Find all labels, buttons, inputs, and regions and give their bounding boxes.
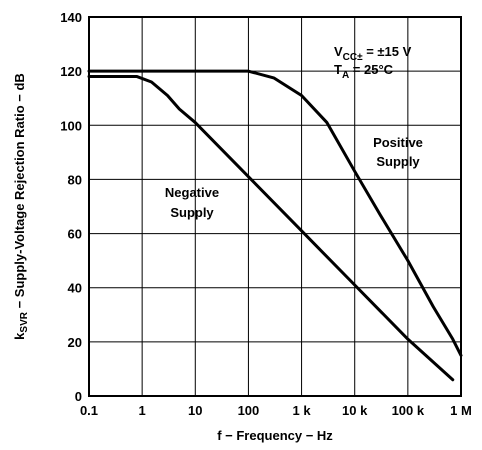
annotation-vcc-value: = ±15 V xyxy=(363,44,412,59)
annotation-ta-value: = 25°C xyxy=(349,62,393,77)
grid xyxy=(88,16,462,397)
series-line-negative-supply xyxy=(87,75,455,382)
y-axis-title-subscript: SVR xyxy=(19,311,30,332)
annotation-ta-main: T xyxy=(334,62,342,77)
y-tick-label: 140 xyxy=(60,10,82,25)
x-tick-labels: 0.1 1 10 100 1 k 10 k 100 k 1 M xyxy=(80,403,472,418)
y-tick-label: 120 xyxy=(60,64,82,79)
annotation-ta-sub: A xyxy=(342,70,349,81)
x-tick-label: 10 xyxy=(188,403,202,418)
y-axis-title-prefix: k xyxy=(12,332,27,340)
y-tick-label: 100 xyxy=(60,118,82,133)
y-tick-label: 60 xyxy=(68,227,82,242)
x-tick-label: 1 k xyxy=(293,403,312,418)
x-tick-label: 10 k xyxy=(342,403,368,418)
x-tick-label: 0.1 xyxy=(80,403,98,418)
label-negative-line1: Negative xyxy=(165,185,219,200)
annotation-ta: TA = 25°C xyxy=(334,62,394,81)
y-axis-title: kSVR − Supply-Voltage Rejection Ratio − … xyxy=(12,73,30,340)
x-tick-label: 100 k xyxy=(392,403,425,418)
x-tick-label: 100 xyxy=(238,403,260,418)
y-tick-label: 0 xyxy=(75,389,82,404)
x-tick-label: 1 M xyxy=(450,403,472,418)
plot-frame xyxy=(88,16,462,397)
y-tick-labels: 0 20 40 60 80 100 120 140 xyxy=(60,10,82,404)
annotation-vcc-sub: CC± xyxy=(343,52,363,63)
y-axis-title-suffix: − Supply-Voltage Rejection Ratio − dB xyxy=(12,73,27,312)
x-tick-label: 1 xyxy=(139,403,146,418)
y-tick-label: 20 xyxy=(68,335,82,350)
y-tick-label: 80 xyxy=(68,172,82,187)
label-positive-line1: Positive xyxy=(373,135,423,150)
annotation-vcc-main: V xyxy=(334,44,343,59)
series-line-positive-supply xyxy=(87,69,463,357)
y-tick-label: 40 xyxy=(68,281,82,296)
label-negative-line2: Supply xyxy=(170,205,214,220)
annotation-vcc: VCC± = ±15 V xyxy=(334,44,412,63)
curves xyxy=(87,69,463,382)
label-positive-line2: Supply xyxy=(376,154,420,169)
x-axis-title: f − Frequency − Hz xyxy=(217,428,333,443)
